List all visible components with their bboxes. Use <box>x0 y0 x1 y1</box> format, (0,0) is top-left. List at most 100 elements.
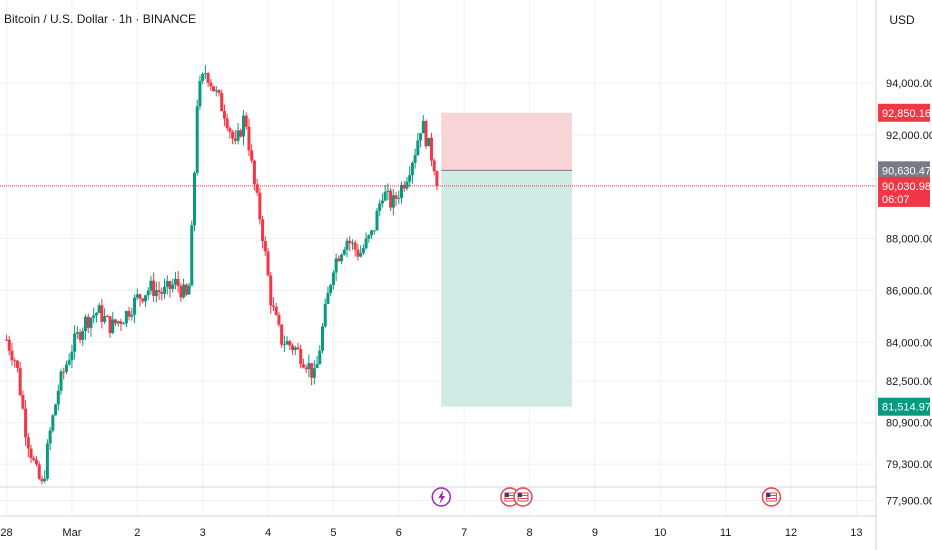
candle-body <box>291 345 295 350</box>
candle-body <box>247 126 251 151</box>
price-badge-stop: 92,850.16 <box>878 103 931 122</box>
event-markers[interactable] <box>431 487 782 507</box>
us-flag-event-icon[interactable] <box>513 487 533 507</box>
x-tick-label: Mar <box>62 527 81 539</box>
candle-body <box>35 460 38 465</box>
candle-body <box>15 360 19 368</box>
candle-body <box>13 360 17 362</box>
candle-body <box>182 284 186 298</box>
x-tick-label: 3 <box>200 527 206 539</box>
candle-body <box>342 249 346 255</box>
candle-body <box>179 286 183 298</box>
candle-body <box>329 284 333 293</box>
candle-body <box>340 254 344 262</box>
us-flag-event-icon[interactable] <box>761 487 782 507</box>
candle-body <box>326 292 330 304</box>
candle-body <box>312 368 316 378</box>
candle-body <box>345 240 349 250</box>
candle-body <box>424 121 428 147</box>
badge-background <box>878 103 930 122</box>
candle-body <box>280 324 284 345</box>
candle-body <box>299 349 303 365</box>
candle-body <box>154 290 158 297</box>
take-profit-zone[interactable] <box>441 170 573 407</box>
candle-body <box>119 321 123 324</box>
candle-body <box>37 464 41 479</box>
candle-body <box>70 351 74 361</box>
x-tick-label: 28 <box>0 527 12 539</box>
candle-body <box>301 364 305 368</box>
candle-body <box>356 249 360 257</box>
candle-body <box>138 294 142 299</box>
x-tick-label: 9 <box>592 527 598 539</box>
candle-body <box>432 160 436 172</box>
candle-body <box>64 364 68 372</box>
y-tick-label: 77,900.00 <box>886 495 932 507</box>
position-tool[interactable] <box>441 112 573 407</box>
candle-body <box>10 350 14 361</box>
candle-body <box>370 230 374 236</box>
candle-body <box>348 240 352 244</box>
candle-body <box>258 192 262 220</box>
candle-body <box>92 315 96 318</box>
candle-body <box>141 298 145 302</box>
candle-body <box>337 258 341 262</box>
candle-body <box>5 339 9 341</box>
candle-body <box>62 371 66 373</box>
candle-body <box>416 140 420 156</box>
candle-body <box>364 238 368 249</box>
candle-body <box>113 319 117 324</box>
candle-body <box>288 341 292 346</box>
candle-body <box>250 150 254 161</box>
y-tick-label: 94,000.00 <box>886 78 932 90</box>
x-tick-label: 7 <box>461 527 467 539</box>
stop-loss-zone[interactable] <box>441 112 573 171</box>
candle-body <box>310 363 314 378</box>
candle-body <box>135 294 139 298</box>
candle-body <box>427 137 431 147</box>
candle-body <box>184 284 188 295</box>
lightning-event-icon[interactable] <box>431 487 452 507</box>
candle-body <box>103 316 107 322</box>
candle-body <box>73 333 77 352</box>
candle-body <box>361 248 365 254</box>
badge-background <box>878 176 930 207</box>
candle-body <box>108 316 112 334</box>
candle-body <box>195 106 199 173</box>
flag-canton <box>504 493 509 497</box>
candle-body <box>94 313 98 316</box>
candle-body <box>160 292 164 294</box>
candle-body <box>176 278 180 287</box>
candle-body <box>56 390 60 405</box>
candle-body <box>146 290 150 296</box>
candle-body <box>367 235 371 239</box>
candle-body <box>261 219 265 242</box>
candle-body <box>391 195 395 208</box>
candle-body <box>318 350 322 365</box>
candle-body <box>48 430 52 444</box>
price-badge-target: 81,514.97 <box>878 397 931 416</box>
candle-body <box>225 118 229 129</box>
grid-lines <box>0 0 876 516</box>
currency-button[interactable]: USD <box>889 13 915 27</box>
candle-body <box>190 225 194 286</box>
candle-body <box>143 295 147 302</box>
candle-body <box>105 316 109 318</box>
candle-body <box>51 415 55 431</box>
candle-body <box>282 344 286 346</box>
candle-body <box>54 404 58 416</box>
lightning-bolt <box>438 490 446 504</box>
candle-body <box>397 197 401 199</box>
candle-body <box>239 130 243 137</box>
candle-body <box>375 210 379 231</box>
candle-body <box>386 190 390 192</box>
candle-body <box>29 448 33 459</box>
candle-body <box>116 321 120 324</box>
candle-body <box>236 130 240 141</box>
x-tick-label: 11 <box>720 527 731 539</box>
candle-body <box>271 305 275 307</box>
candle-body <box>192 172 196 226</box>
candle-body <box>18 367 22 396</box>
